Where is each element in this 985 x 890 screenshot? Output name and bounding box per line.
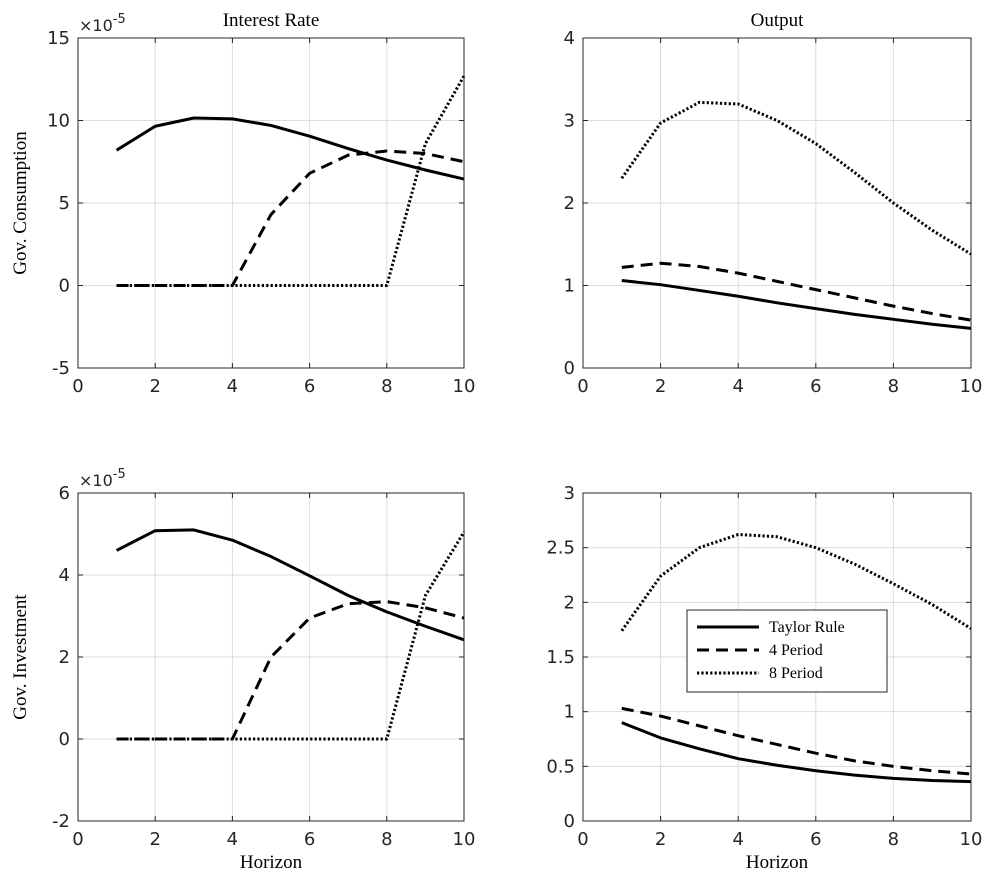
y-tick-label: 0 [59, 276, 70, 297]
y-tick-label: 15 [47, 28, 70, 49]
y-tick-label: 1.5 [546, 647, 575, 668]
series-line-dashed [621, 261, 972, 322]
y-tick-label: 3 [564, 111, 575, 132]
y-tick-label: -2 [52, 811, 70, 832]
x-axis-label: Horizon [240, 852, 303, 873]
legend-entry: 8 Period [769, 665, 823, 682]
series-line-dotted [116, 531, 466, 741]
y-tick-label: -5 [52, 358, 70, 379]
panel-title: Interest Rate [223, 10, 320, 31]
y-tick-label: 0.5 [546, 756, 575, 777]
y-tick-label: 4 [564, 28, 575, 49]
x-tick-label: 4 [732, 829, 743, 850]
x-tick-label: 6 [810, 829, 821, 850]
exponent-label: ×10-5 [79, 467, 126, 490]
x-axis-label: Horizon [746, 852, 809, 873]
legend-entry: 4 Period [769, 642, 823, 659]
legend-entry: Taylor Rule [769, 619, 845, 636]
y-tick-label: 0 [59, 729, 70, 750]
series-line-solid [115, 528, 465, 642]
y-tick-label: 0 [564, 358, 575, 379]
exponent-label: ×10-5 [79, 12, 126, 35]
x-tick-label: 6 [810, 376, 821, 397]
y-tick-label: 2.5 [546, 538, 575, 559]
x-tick-label: 2 [149, 376, 160, 397]
x-tick-label: 0 [577, 376, 588, 397]
x-tick-label: 0 [577, 829, 588, 850]
series-line-dotted [620, 100, 972, 256]
x-tick-label: 6 [304, 376, 315, 397]
y-tick-label: 2 [59, 647, 70, 668]
x-tick-label: 2 [149, 829, 160, 850]
y-tick-label: 10 [47, 111, 70, 132]
x-tick-label: 8 [888, 829, 899, 850]
x-tick-label: 8 [381, 376, 392, 397]
y-tick-label: 2 [564, 592, 575, 613]
series-line-dotted [116, 75, 466, 287]
panel-output-investment: 0 2 4 6 8 10 0 0.5 1 1.5 2 2.5 3 Horizon Taylor Rule 4 … [546, 483, 982, 873]
panel-output-consumption: 0 2 4 6 8 10 0 1 2 3 4 Output [564, 10, 983, 397]
y-tick-label: 3 [564, 483, 575, 504]
y-tick-label: 1 [564, 702, 575, 723]
y-axis-label: Gov. Consumption [10, 131, 31, 275]
y-tick-label: 4 [59, 565, 70, 586]
x-tick-label: 6 [304, 829, 315, 850]
x-tick-label: 0 [72, 829, 83, 850]
series-line-solid [621, 721, 972, 784]
y-tick-label: 1 [564, 276, 575, 297]
legend: Taylor Rule 4 Period 8 Period [686, 609, 888, 693]
x-tick-label: 0 [72, 376, 83, 397]
x-tick-label: 4 [227, 829, 238, 850]
x-tick-label: 2 [655, 829, 666, 850]
x-tick-label: 2 [655, 376, 666, 397]
y-axis-label: Gov. Investment [10, 594, 31, 720]
x-tick-label: 10 [453, 829, 476, 850]
y-tick-label: 6 [59, 483, 70, 504]
x-tick-label: 8 [381, 829, 392, 850]
x-tick-label: 8 [888, 376, 899, 397]
series-line-solid [621, 279, 972, 330]
series-line-solid [115, 116, 465, 181]
series-line-dashed [621, 706, 972, 776]
x-tick-label: 10 [960, 829, 983, 850]
panel-title: Output [751, 10, 805, 31]
y-tick-label: 5 [59, 193, 70, 214]
y-tick-label: 2 [564, 193, 575, 214]
x-tick-label: 4 [732, 376, 743, 397]
x-tick-label: 10 [960, 376, 983, 397]
y-tick-label: 0 [564, 811, 575, 832]
x-tick-label: 4 [227, 376, 238, 397]
x-tick-label: 10 [453, 376, 476, 397]
